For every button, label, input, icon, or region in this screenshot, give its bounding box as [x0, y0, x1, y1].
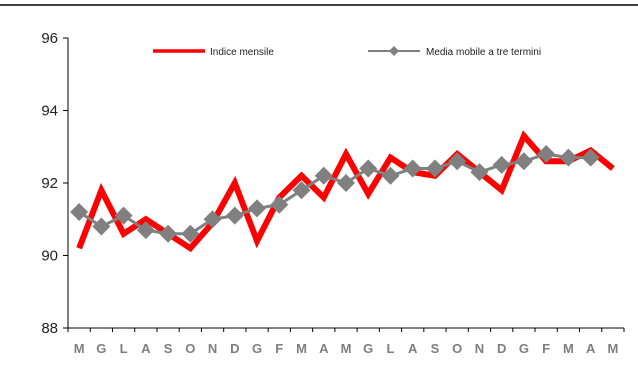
data-point-media-mobile [448, 152, 467, 171]
y-tick-label: 90 [41, 248, 58, 265]
x-tick-label: G [96, 341, 106, 356]
y-tick-label: 92 [41, 175, 58, 192]
legend-marker-media-mobile [389, 46, 399, 56]
data-point-media-mobile [159, 224, 178, 243]
x-tick-label: F [542, 341, 550, 356]
data-point-media-mobile [203, 210, 222, 229]
data-point-media-mobile [425, 159, 444, 178]
legend-label-media-mobile: Media mobile a tre termini [426, 47, 541, 58]
legend-label-indice-mensile: Indice mensile [210, 47, 274, 58]
x-tick-label: M [563, 341, 574, 356]
x-tick-label: G [363, 341, 373, 356]
x-tick-label: M [341, 341, 352, 356]
data-point-media-mobile [92, 217, 111, 236]
x-tick-label: S [431, 341, 440, 356]
data-point-media-mobile [359, 159, 378, 178]
x-tick-label: G [519, 341, 529, 356]
data-point-media-mobile [492, 155, 511, 174]
data-point-media-mobile [581, 148, 600, 167]
x-tick-label: N [475, 341, 484, 356]
x-tick-label: M [74, 341, 85, 356]
data-point-media-mobile [248, 199, 267, 218]
data-point-media-mobile [136, 221, 155, 240]
x-tick-label: L [120, 341, 128, 356]
data-point-media-mobile [114, 206, 133, 225]
x-tick-label: N [208, 341, 217, 356]
data-point-media-mobile [70, 203, 89, 221]
x-tick-label: G [252, 341, 262, 356]
x-tick-label: A [319, 341, 329, 356]
x-tick-label: O [185, 341, 195, 356]
data-point-media-mobile [514, 152, 533, 171]
x-tick-label: M [296, 341, 307, 356]
data-point-media-mobile [381, 166, 400, 185]
data-point-media-mobile [559, 148, 578, 167]
y-tick-label: 88 [41, 320, 58, 337]
data-point-media-mobile [470, 163, 489, 182]
x-tick-label: A [586, 341, 596, 356]
data-point-media-mobile [225, 206, 244, 225]
data-point-media-mobile [181, 224, 200, 243]
data-point-media-mobile [337, 174, 355, 192]
data-point-media-mobile [270, 195, 289, 214]
x-tick-label: F [275, 341, 283, 356]
legend: Indice mensile Media mobile a tre termini [153, 46, 541, 58]
data-point-media-mobile [537, 145, 556, 163]
x-tick-label: A [141, 341, 151, 356]
x-tick-label: O [452, 341, 462, 356]
y-tick-label: 94 [41, 103, 58, 120]
x-tick-label: A [408, 341, 418, 356]
x-tick-label: S [164, 341, 173, 356]
x-tick-label: L [387, 341, 395, 356]
data-point-media-mobile [314, 166, 333, 185]
series-layer [70, 130, 615, 253]
x-tick-label: D [230, 341, 239, 356]
y-tick-label: 96 [41, 30, 58, 47]
x-tick-label: M [607, 341, 618, 356]
y-axis: 88 90 92 94 96 [41, 30, 69, 337]
x-tick-label: D [497, 341, 506, 356]
data-point-media-mobile [403, 159, 422, 178]
data-point-media-mobile [292, 181, 311, 200]
